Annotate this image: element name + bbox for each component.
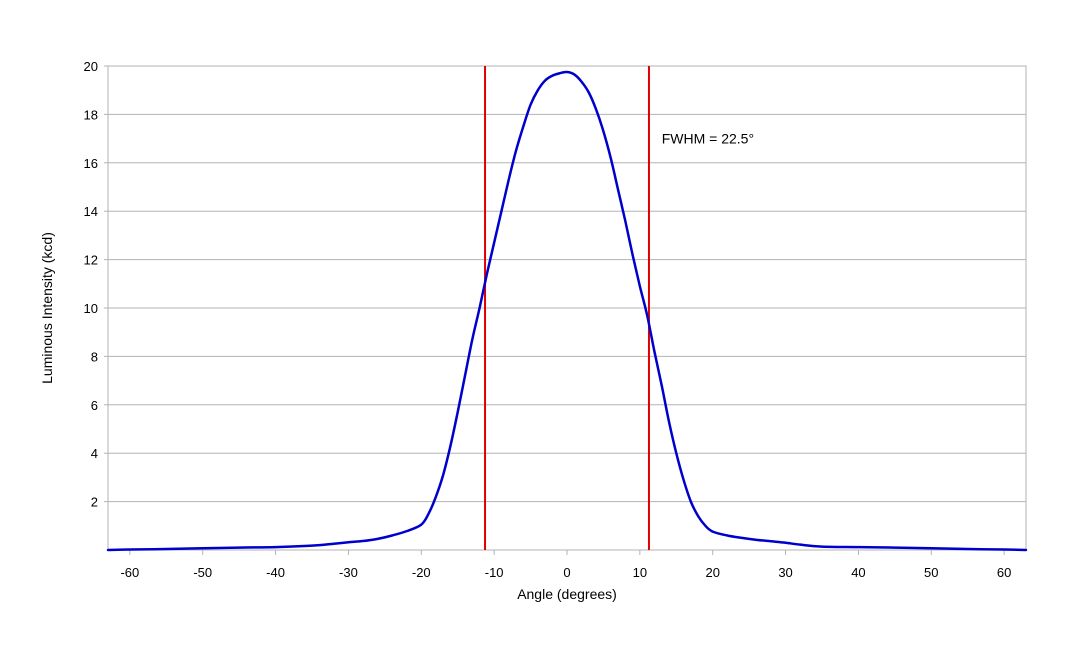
fwhm-marker-lines (484, 66, 650, 550)
x-tick-label: 50 (924, 565, 938, 580)
x-axis-title: Angle (degrees) (517, 586, 617, 602)
y-axis-ticks: 2 4 6 8 10 12 14 16 18 20 (84, 59, 108, 510)
x-tick-label: 20 (705, 565, 719, 580)
y-tick-label: 8 (91, 349, 98, 364)
y-tick-label: 12 (84, 253, 98, 268)
y-tick-label: 18 (84, 107, 98, 122)
y-tick-label: 2 (91, 495, 98, 510)
x-tick-label: 60 (997, 565, 1011, 580)
y-axis-title: Luminous Intensity (kcd) (39, 232, 55, 384)
y-tick-label: 20 (84, 59, 98, 74)
x-tick-label: -30 (339, 565, 358, 580)
y-tick-label: 14 (84, 204, 98, 219)
annotations: FWHM = 22.5° (662, 130, 754, 146)
y-tick-label: 16 (84, 156, 98, 171)
x-tick-label: 30 (778, 565, 792, 580)
x-tick-label: -50 (193, 565, 212, 580)
x-tick-label: 40 (851, 565, 865, 580)
x-tick-label: 10 (633, 565, 647, 580)
series-layer (106, 70, 1028, 552)
x-axis-ticks: -60 -50 -40 -30 -20 -10 0 10 20 30 40 50 60 (120, 550, 1011, 580)
y-tick-label: 10 (84, 301, 98, 316)
x-tick-label: -10 (485, 565, 504, 580)
fwhm-annotation: FWHM = 22.5° (662, 130, 754, 146)
x-tick-label: -20 (412, 565, 431, 580)
intensity-curve (106, 70, 1028, 552)
x-tick-label: -40 (266, 565, 285, 580)
y-tick-label: 4 (91, 446, 98, 461)
x-tick-label: 0 (563, 565, 570, 580)
x-tick-label: -60 (120, 565, 139, 580)
y-tick-label: 6 (91, 398, 98, 413)
